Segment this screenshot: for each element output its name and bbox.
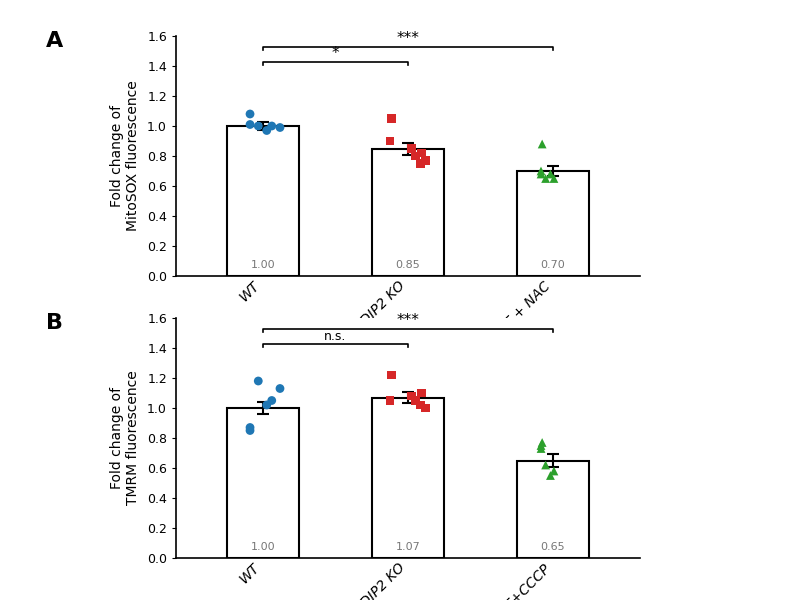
Text: n.s.: n.s. <box>324 330 346 343</box>
Point <box>536 438 549 448</box>
Point <box>244 422 257 432</box>
Point <box>534 169 547 179</box>
Bar <box>372 397 444 558</box>
Point <box>539 174 552 184</box>
Point <box>260 125 273 135</box>
Point <box>266 396 278 406</box>
Point <box>383 396 396 406</box>
Point <box>260 400 273 410</box>
Point <box>547 174 560 184</box>
Point <box>244 109 257 119</box>
Text: 0.70: 0.70 <box>541 260 566 270</box>
Point <box>383 136 396 146</box>
Point <box>415 148 428 158</box>
Text: 0.65: 0.65 <box>541 542 566 552</box>
Text: A: A <box>46 31 63 51</box>
Point <box>406 143 418 153</box>
Point <box>534 166 547 176</box>
Bar <box>517 461 590 558</box>
Y-axis label: Fold change of
MitoSOX fluorescence: Fold change of MitoSOX fluorescence <box>110 80 140 232</box>
Text: ***: *** <box>397 313 419 328</box>
Point <box>414 400 427 410</box>
Point <box>244 426 257 436</box>
Point <box>385 370 398 380</box>
Bar <box>372 148 444 276</box>
Text: 1.00: 1.00 <box>250 260 275 270</box>
Point <box>419 403 432 413</box>
Point <box>406 391 418 401</box>
Point <box>547 466 560 476</box>
Text: 1.00: 1.00 <box>250 542 275 552</box>
Point <box>544 169 557 179</box>
Point <box>410 151 422 161</box>
Point <box>536 139 549 149</box>
Point <box>266 121 278 131</box>
Point <box>539 460 552 470</box>
Point <box>410 396 422 406</box>
Y-axis label: Fold change of
TMRM fluorescence: Fold change of TMRM fluorescence <box>110 371 140 505</box>
Text: B: B <box>46 313 63 333</box>
Point <box>252 376 265 386</box>
Point <box>534 444 547 454</box>
Point <box>244 119 257 129</box>
Text: 0.85: 0.85 <box>396 260 420 270</box>
Point <box>274 384 286 394</box>
Text: ***: *** <box>397 31 419 46</box>
Point <box>252 121 265 131</box>
Point <box>415 388 428 398</box>
Point <box>274 122 286 132</box>
Text: 1.07: 1.07 <box>396 542 420 552</box>
Text: *: * <box>332 46 339 61</box>
Point <box>385 113 398 123</box>
Point <box>544 470 557 480</box>
Point <box>414 158 427 168</box>
Point <box>419 155 432 165</box>
Point <box>534 440 547 450</box>
Bar <box>226 408 299 558</box>
Bar <box>517 171 590 276</box>
Bar <box>226 126 299 276</box>
